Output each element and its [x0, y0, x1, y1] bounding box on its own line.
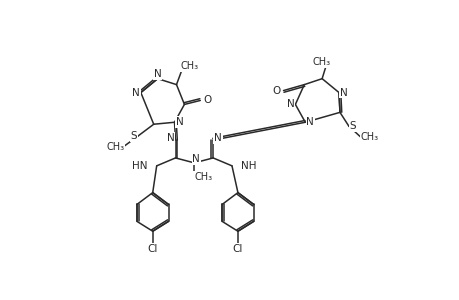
Text: CH₃: CH₃: [194, 172, 212, 182]
Text: N: N: [339, 88, 347, 98]
Text: CH₃: CH₃: [360, 132, 378, 142]
Text: N: N: [192, 154, 200, 164]
Text: NH: NH: [241, 161, 256, 171]
Text: Cl: Cl: [232, 244, 243, 254]
Text: CH₃: CH₃: [311, 57, 330, 67]
Text: N: N: [166, 133, 174, 143]
Text: N: N: [132, 88, 140, 98]
Text: CH₃: CH₃: [106, 142, 124, 152]
Text: N: N: [306, 117, 313, 127]
Text: HN: HN: [132, 161, 147, 171]
Text: N: N: [175, 117, 183, 127]
Text: S: S: [349, 121, 355, 131]
Text: O: O: [272, 85, 280, 96]
Text: N: N: [153, 69, 161, 79]
Text: O: O: [202, 95, 211, 106]
Text: N: N: [286, 99, 294, 110]
Text: S: S: [130, 131, 137, 141]
Text: Cl: Cl: [147, 244, 157, 254]
Text: N: N: [214, 133, 222, 143]
Text: CH₃: CH₃: [180, 61, 198, 71]
